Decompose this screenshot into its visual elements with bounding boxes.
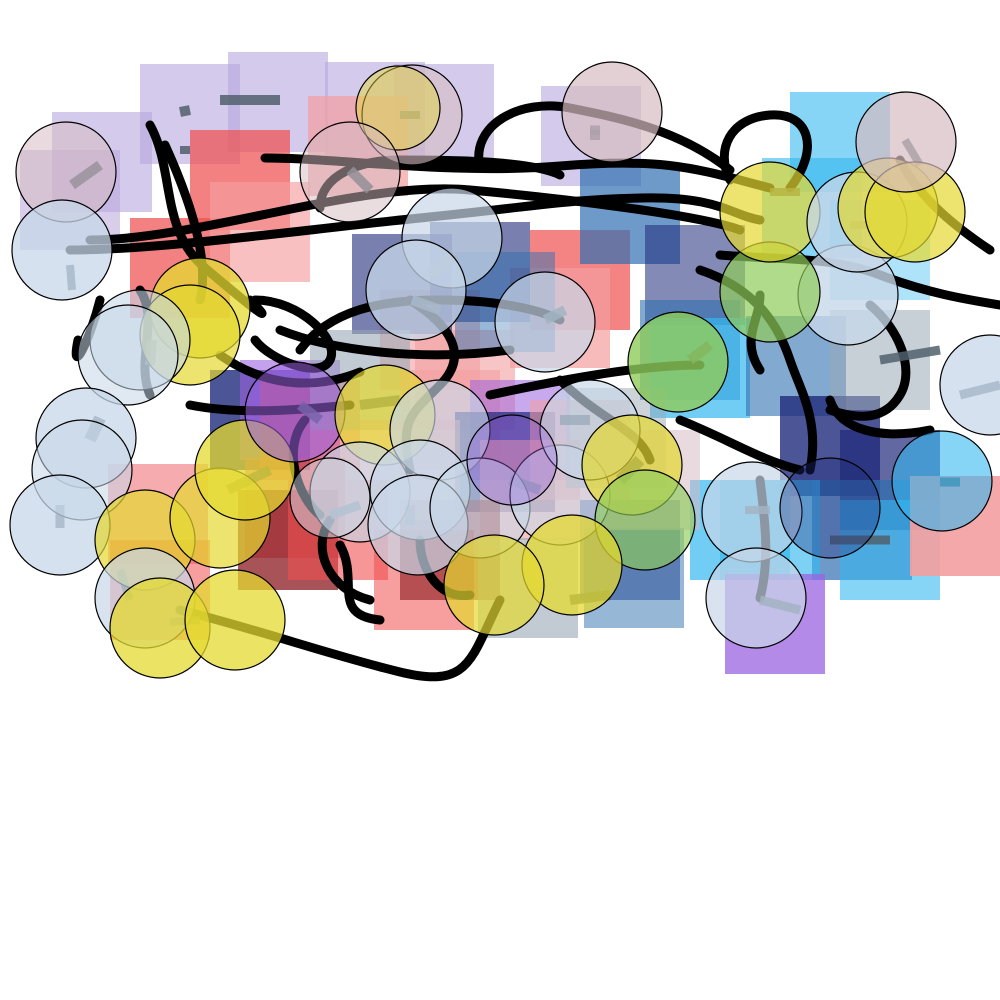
dash-mark xyxy=(179,105,191,117)
scribble-curve xyxy=(335,540,385,625)
scribble-curve xyxy=(250,295,336,373)
dash-mark xyxy=(879,345,941,365)
circle-shape xyxy=(365,239,467,341)
scribble-curve xyxy=(825,395,935,439)
circle-shape xyxy=(184,569,286,671)
circle-shape xyxy=(705,547,807,649)
circle-shape xyxy=(77,304,179,406)
scribble-curve xyxy=(65,193,765,255)
circle-shape xyxy=(9,474,111,576)
circle-shape xyxy=(627,311,729,413)
circle-shape xyxy=(561,61,663,163)
scribble-curve xyxy=(825,300,911,421)
circle-shape xyxy=(855,91,957,193)
circle-shape xyxy=(779,457,881,559)
circle-shape xyxy=(466,414,558,506)
circle-shape xyxy=(719,161,821,263)
circle-shape xyxy=(289,457,371,539)
circle-shape xyxy=(891,430,993,532)
scribble-curve xyxy=(275,325,515,360)
circle-shape xyxy=(939,334,1000,436)
circle-shape xyxy=(443,534,545,636)
circle-shape xyxy=(244,361,346,463)
circle-shape xyxy=(494,271,596,373)
circle-shape xyxy=(11,199,113,301)
scribble-curve xyxy=(675,415,805,475)
circle-shape xyxy=(299,121,401,223)
circle-shape xyxy=(355,65,441,151)
circle-layer xyxy=(9,61,1000,679)
scribble-curve xyxy=(719,110,812,193)
